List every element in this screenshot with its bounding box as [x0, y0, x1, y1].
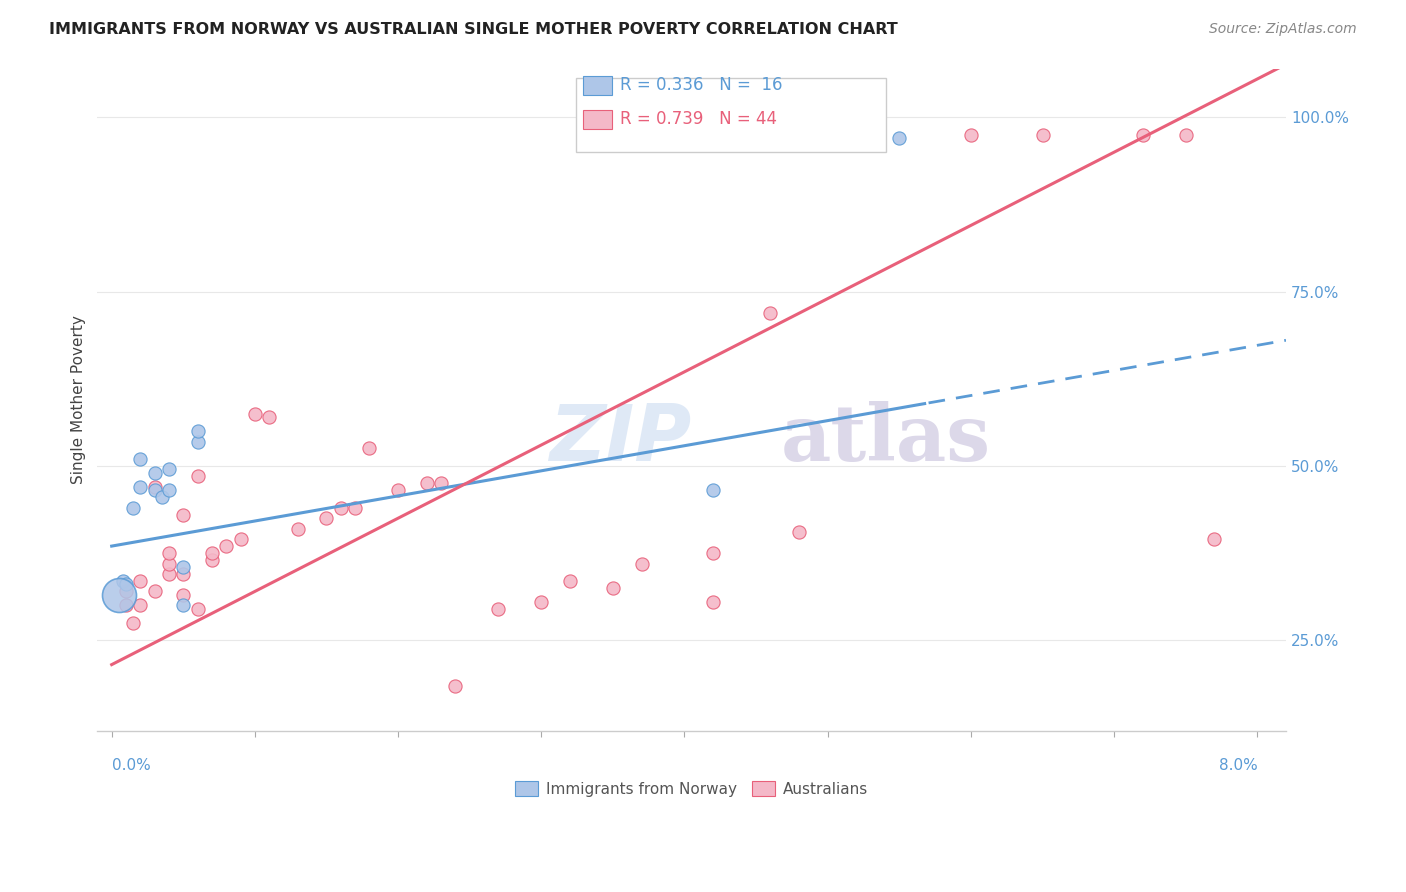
- Point: [430, 476, 453, 491]
- Point: [287, 522, 309, 536]
- Point: [1132, 128, 1154, 142]
- Point: [387, 483, 409, 498]
- Point: [172, 599, 194, 613]
- Point: [115, 584, 138, 599]
- Text: 8.0%: 8.0%: [1219, 757, 1257, 772]
- Point: [143, 483, 166, 498]
- Point: [602, 581, 624, 595]
- Text: 0.0%: 0.0%: [111, 757, 150, 772]
- Text: Source: ZipAtlas.com: Source: ZipAtlas.com: [1209, 22, 1357, 37]
- Text: R = 0.739   N = 44: R = 0.739 N = 44: [620, 110, 778, 128]
- Point: [315, 511, 337, 525]
- Point: [215, 539, 238, 553]
- Point: [486, 602, 509, 616]
- Point: [129, 599, 152, 613]
- Point: [201, 553, 224, 567]
- Point: [129, 452, 152, 467]
- Point: [150, 491, 173, 505]
- Point: [157, 483, 180, 498]
- Point: [1204, 532, 1226, 546]
- Point: [530, 595, 553, 609]
- Point: [122, 615, 145, 630]
- Point: [630, 557, 652, 571]
- Point: [108, 588, 131, 602]
- Legend: Immigrants from Norway, Australians: Immigrants from Norway, Australians: [509, 774, 875, 803]
- Point: [201, 546, 224, 560]
- Point: [157, 566, 180, 581]
- Point: [172, 566, 194, 581]
- Point: [122, 500, 145, 515]
- Point: [702, 483, 724, 498]
- Point: [187, 424, 209, 438]
- Point: [702, 546, 724, 560]
- Point: [187, 602, 209, 616]
- Point: [702, 595, 724, 609]
- Point: [243, 407, 266, 421]
- Point: [889, 131, 911, 145]
- Point: [187, 434, 209, 449]
- Point: [558, 574, 581, 588]
- Y-axis label: Single Mother Poverty: Single Mother Poverty: [72, 315, 86, 484]
- Point: [115, 577, 138, 591]
- Point: [143, 584, 166, 599]
- Point: [112, 574, 135, 588]
- Point: [187, 469, 209, 483]
- Point: [759, 305, 782, 319]
- Point: [172, 560, 194, 574]
- Point: [787, 525, 810, 540]
- Point: [329, 500, 352, 515]
- Point: [344, 500, 367, 515]
- Text: ZIP: ZIP: [548, 401, 692, 477]
- Point: [143, 480, 166, 494]
- Point: [172, 588, 194, 602]
- Point: [229, 532, 252, 546]
- Point: [1031, 128, 1053, 142]
- Point: [257, 410, 280, 425]
- Point: [157, 557, 180, 571]
- Point: [960, 128, 983, 142]
- Point: [129, 480, 152, 494]
- Text: R = 0.336   N =  16: R = 0.336 N = 16: [620, 76, 783, 94]
- Point: [172, 508, 194, 522]
- Point: [115, 599, 138, 613]
- Point: [129, 574, 152, 588]
- Point: [444, 679, 467, 693]
- Point: [416, 476, 439, 491]
- Point: [157, 462, 180, 476]
- Point: [143, 466, 166, 480]
- Text: atlas: atlas: [780, 401, 991, 477]
- Point: [157, 546, 180, 560]
- Text: IMMIGRANTS FROM NORWAY VS AUSTRALIAN SINGLE MOTHER POVERTY CORRELATION CHART: IMMIGRANTS FROM NORWAY VS AUSTRALIAN SIN…: [49, 22, 898, 37]
- Point: [359, 442, 381, 456]
- Point: [1174, 128, 1197, 142]
